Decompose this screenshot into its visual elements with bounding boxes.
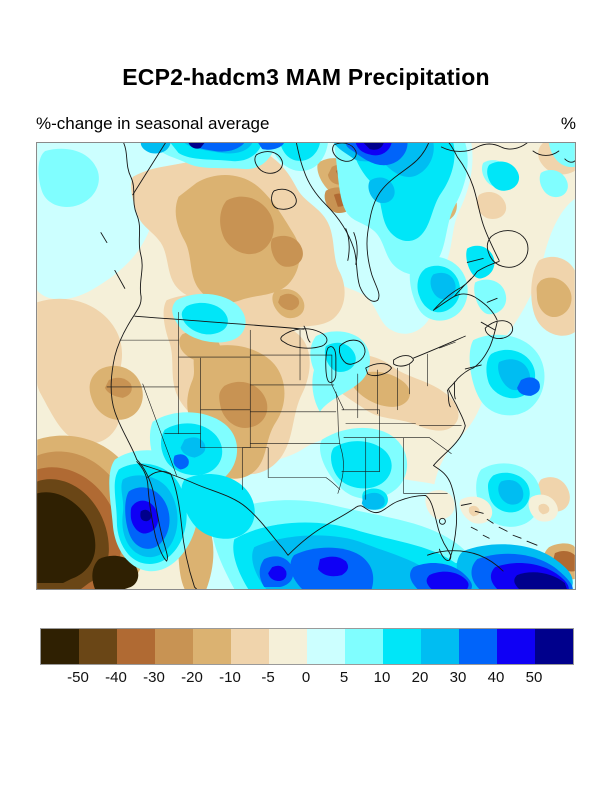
colorbar-tick-label: 20 xyxy=(411,669,429,686)
colorbar-cell xyxy=(117,629,155,664)
coastline-lines xyxy=(100,143,575,589)
map-canvas xyxy=(37,143,575,589)
colorbar-tick-label: -20 xyxy=(181,669,203,686)
colorbar-cell xyxy=(497,629,535,664)
state-border-lines xyxy=(106,311,462,500)
subtitle-row: %-change in seasonal average % xyxy=(36,114,576,134)
region-blackish-brown xyxy=(37,492,139,589)
colorbar-tick-label: -5 xyxy=(261,669,275,686)
colorbar-tick-label: 50 xyxy=(525,669,543,686)
colorbar xyxy=(40,628,574,665)
colorbar-tick-label: 10 xyxy=(373,669,391,686)
region-peach-dots xyxy=(468,503,550,517)
colorbar-cell xyxy=(535,629,573,664)
colorbar-cell xyxy=(307,629,345,664)
colorbar-tick-label: 30 xyxy=(449,669,467,686)
unit-label: % xyxy=(560,114,576,133)
colorbar-tick-label: 40 xyxy=(487,669,505,686)
colorbar-cell xyxy=(79,629,117,664)
colorbar-cell xyxy=(41,629,79,664)
colorbar-cell xyxy=(421,629,459,664)
subtitle-left: %-change in seasonal average xyxy=(36,114,270,133)
colorbar-cell xyxy=(459,629,497,664)
colorbar-labels: -50 -40 -30 -20 -10 -5 0 5 10 20 30 40 50 xyxy=(40,669,572,689)
figure-title: ECP2-hadcm3 MAM Precipitation xyxy=(122,64,490,90)
colorbar-cell xyxy=(269,629,307,664)
colorbar-cell xyxy=(155,629,193,664)
colorbar-cell xyxy=(345,629,383,664)
colorbar-tick-label: -10 xyxy=(219,669,241,686)
colorbar-tick-label: -30 xyxy=(143,669,165,686)
colorbar-tick-label: 5 xyxy=(339,669,349,686)
colorbar-tick-label: 0 xyxy=(301,669,311,686)
colorbar-tick-label: -40 xyxy=(105,669,127,686)
precipitation-map xyxy=(36,142,576,590)
colorbar-cell xyxy=(383,629,421,664)
colorbar-cell xyxy=(231,629,269,664)
colorbar-cell xyxy=(193,629,231,664)
colorbar-tick-label: -50 xyxy=(67,669,89,686)
